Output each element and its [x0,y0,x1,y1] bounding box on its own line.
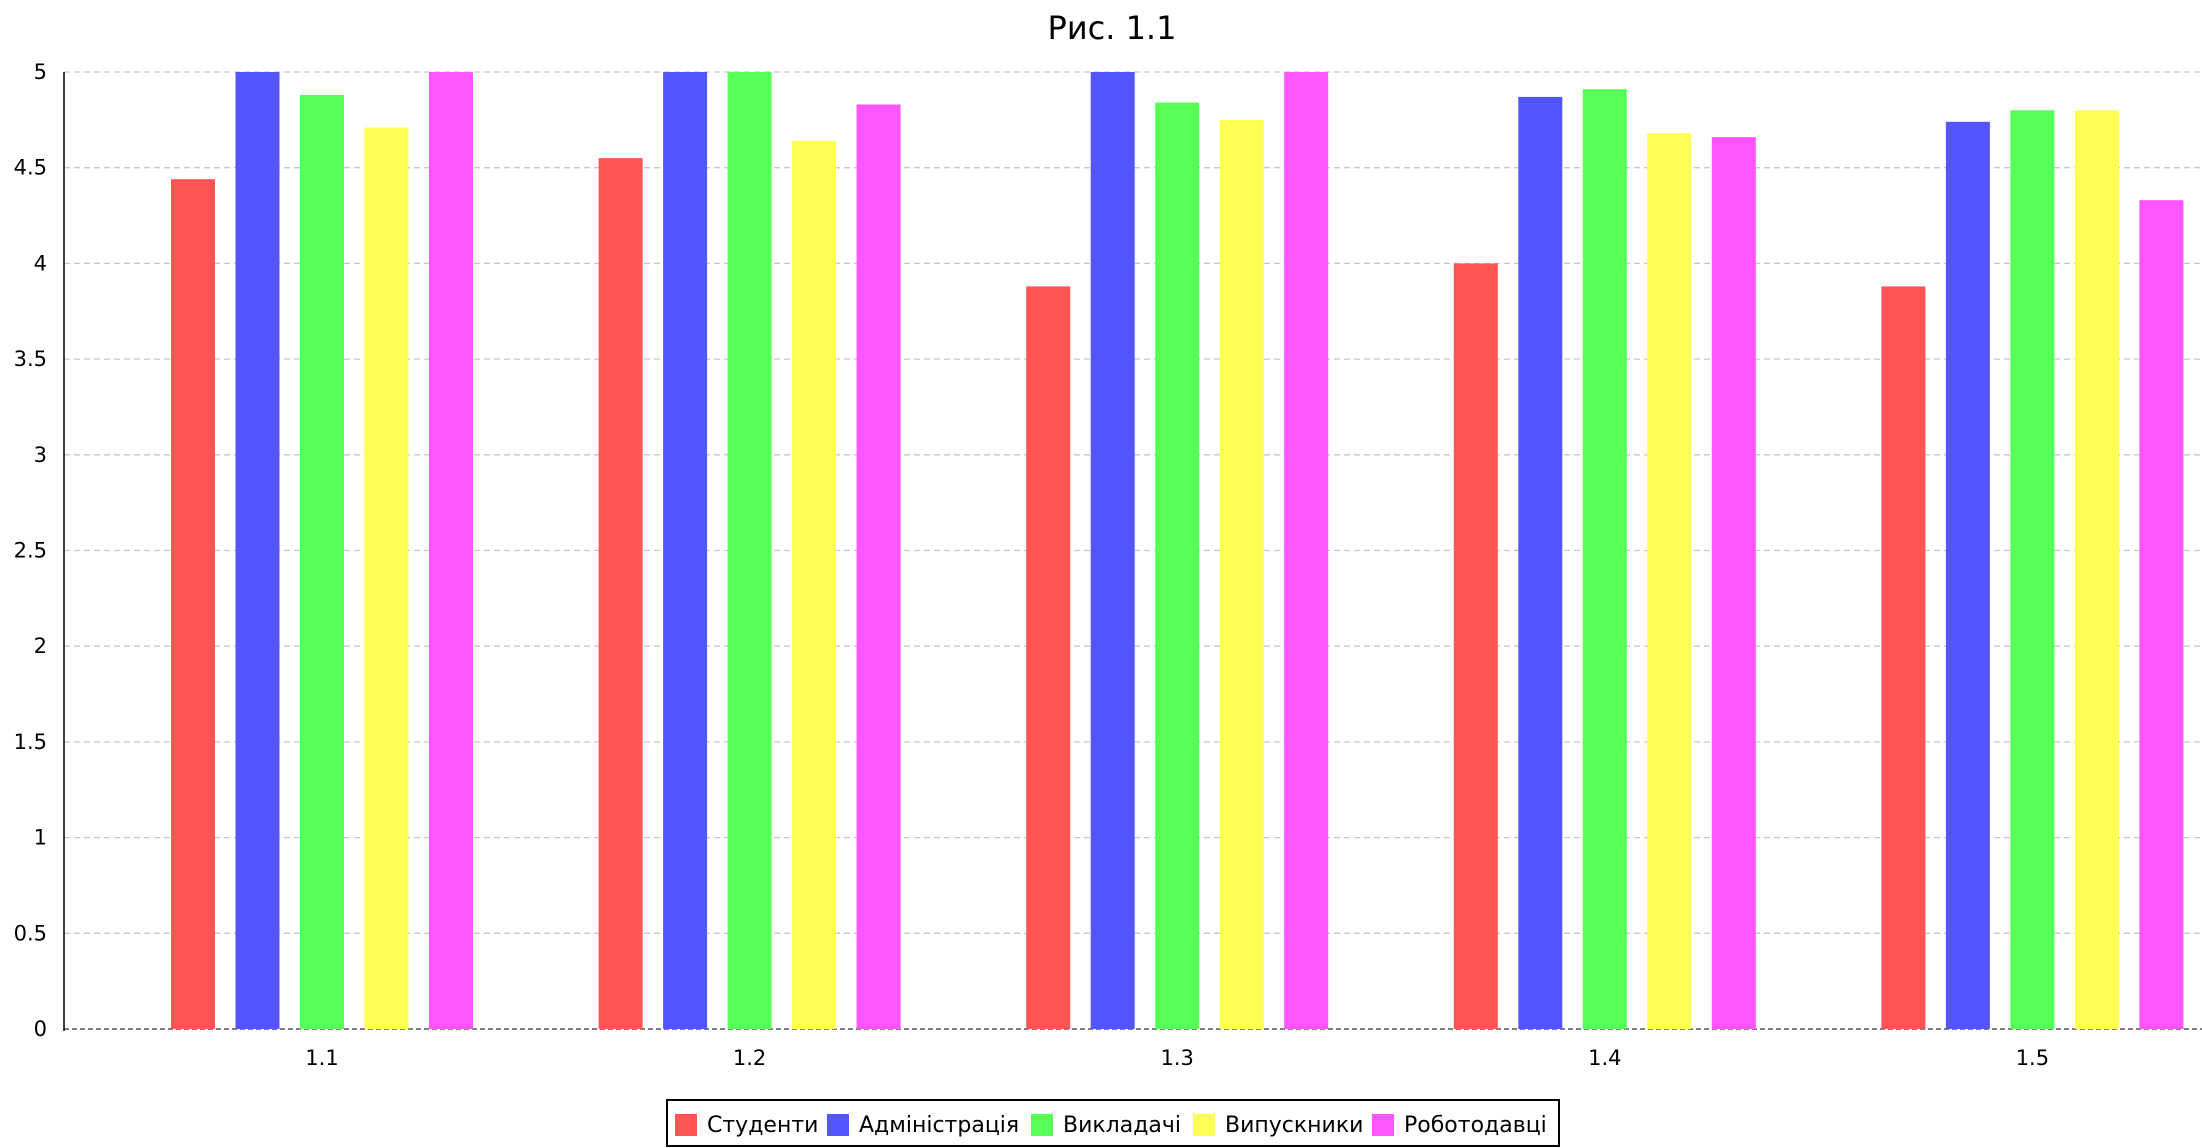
x-tick-label: 1.4 [1588,1046,1621,1070]
y-tick-label: 3 [34,443,47,467]
bar [727,72,772,1029]
y-tick-label: 3.5 [14,347,47,371]
legend-label: Студенти [707,1113,818,1138]
y-tick-labels: 0 0.5 1 1.5 2 2.5 3 3.5 4 4.5 5 [14,60,47,1041]
bar [2139,200,2184,1029]
y-tick-label: 5 [34,60,47,84]
bar [1284,72,1329,1029]
bar [1155,102,1200,1030]
bar [171,179,215,1029]
bar [1453,263,1498,1029]
legend-label: Адміністрація [859,1113,1019,1138]
y-tick-label: 0 [34,1017,47,1041]
bar [1881,286,1926,1029]
bar [856,104,901,1029]
bar [1945,121,1990,1030]
bar [1647,133,1692,1029]
bar [364,127,409,1029]
x-tick-labels: 1.1 1.2 1.3 1.4 1.5 [305,1046,2049,1070]
bar [2074,110,2119,1030]
bar [1090,72,1135,1029]
bar [429,72,473,1029]
x-tick-label: 1.1 [305,1046,338,1070]
y-tick-label: 1.5 [14,730,47,754]
y-tick-label: 2.5 [14,539,47,563]
legend-label: Випускники [1225,1113,1363,1138]
bar [1582,89,1627,1029]
bar [1711,137,1756,1030]
legend-swatch [675,1114,697,1136]
legend-label: Викладачі [1063,1113,1181,1138]
x-tick-label: 1.5 [2016,1046,2049,1070]
bar [598,158,643,1030]
bar [1219,119,1264,1029]
bar [300,95,344,1029]
legend-swatch [1031,1114,1053,1136]
y-tick-label: 2 [34,634,47,658]
chart-title: Рис. 1.1 [1048,9,1177,47]
legend-frame [666,1099,1560,1147]
y-tick-label: 4 [34,251,47,275]
bar [2010,110,2055,1030]
legend: Студенти Адміністрація Викладачі Випускники… [666,1099,1560,1147]
bars [171,72,2184,1030]
bar [792,140,837,1029]
bar [1518,96,1563,1029]
x-tick-label: 1.3 [1160,1046,1193,1070]
legend-swatch [1193,1114,1215,1136]
bar [1026,286,1071,1029]
x-tick-label: 1.2 [733,1046,766,1070]
y-tick-label: 4.5 [14,156,47,180]
legend-swatch [827,1114,849,1136]
legend-swatch [1372,1114,1394,1136]
y-tick-label: 0.5 [14,921,47,945]
legend-label: Роботодавці [1404,1113,1547,1138]
bar [235,72,280,1029]
y-tick-label: 1 [34,826,47,850]
bar [663,72,708,1029]
